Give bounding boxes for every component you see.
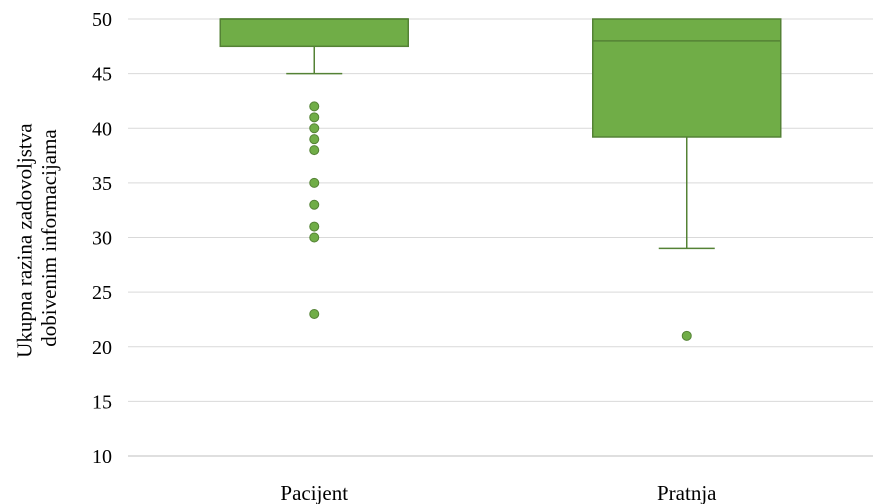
y-axis-title: Ukupna razina zadovoljstva dobivenim inf… — [13, 118, 61, 358]
y-tick-label: 20 — [92, 337, 112, 359]
x-category-label: Pratnja — [657, 481, 717, 504]
x-axis-categories: Pacijent Pratnja — [280, 481, 717, 504]
y-axis-title-line-2: dobivenim informacijama — [37, 129, 61, 347]
y-axis-title-line-1: Ukupna razina zadovoljstva — [13, 123, 37, 358]
x-category-label: Pacijent — [280, 481, 348, 504]
outlier-point — [309, 221, 320, 232]
y-tick-label: 45 — [92, 64, 112, 86]
box-pratnja — [592, 18, 782, 341]
outlier-point — [309, 232, 320, 243]
outlier-point — [309, 123, 320, 134]
y-tick-label: 30 — [92, 228, 112, 250]
box-pacijent — [219, 18, 409, 319]
gridlines — [128, 18, 873, 457]
y-tick-label: 40 — [92, 118, 112, 140]
y-tick-label: 35 — [92, 173, 112, 195]
outlier-point — [309, 308, 320, 319]
outlier-point — [309, 177, 320, 188]
box-iqr — [219, 18, 409, 48]
y-axis-ticks: 10 15 20 25 30 35 40 45 50 — [92, 9, 112, 468]
outlier-point — [309, 112, 320, 123]
box-iqr — [592, 18, 782, 138]
outlier-point — [309, 145, 320, 156]
y-tick-label: 10 — [92, 446, 112, 468]
boxes — [219, 18, 782, 341]
y-tick-label: 15 — [92, 391, 112, 413]
outlier-point — [309, 199, 320, 210]
outlier-point — [681, 330, 692, 341]
y-tick-label: 50 — [92, 9, 112, 31]
outlier-point — [309, 134, 320, 145]
outlier-point — [309, 101, 320, 112]
y-tick-label: 25 — [92, 282, 112, 304]
